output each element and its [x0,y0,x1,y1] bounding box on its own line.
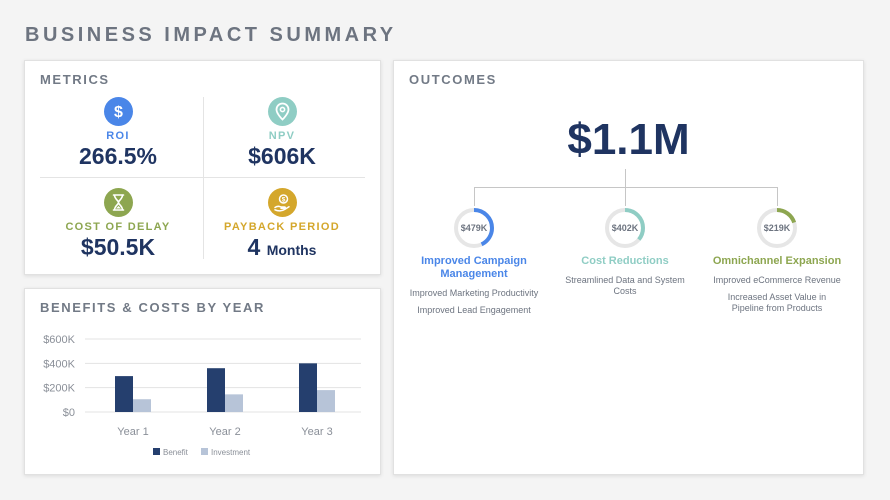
outcome-ring: $479K [452,206,496,250]
metrics-title: METRICS [40,72,110,87]
benefits-costs-title: BENEFITS & COSTS BY YEAR [40,300,266,315]
outcome-title: Omnichannel Expansion [712,255,842,267]
bar-investment [225,394,243,412]
outcome-ring: $402K [603,206,647,250]
outcome-campaign-management: $479K Improved Campaign Management Impro… [409,206,539,316]
metric-value: $606K [248,143,316,169]
metric-label: PAYBACK PERIOD [224,221,340,233]
legend-label: Benefit [163,448,189,457]
x-tick-label: Year 2 [209,426,240,438]
benefits-costs-card: BENEFITS & COSTS BY YEAR $0 $200K $400K $60… [24,288,381,475]
tree-drop-line [625,187,626,206]
payback-value: 4 [247,234,261,260]
tree-trunk-line [625,169,626,187]
metric-label: NPV [268,130,296,142]
bar-investment [317,390,335,412]
outcome-detail: Streamlined Data and System Costs [565,275,685,296]
hand-coin-icon: $ [267,188,297,217]
metrics-card: METRICS $ ROI 266.5% NPV $606K COST OF D… [24,60,381,275]
outcomes-title: OUTCOMES [409,72,497,87]
tree-drop-line [777,187,778,206]
outcome-ring: $219K [755,206,799,250]
metric-value: $50.5K [80,234,156,260]
payback-unit: Months [266,242,317,258]
y-tick-label: $600K [43,334,75,346]
dollar-icon: $ [103,97,133,126]
svg-text:$: $ [281,197,285,204]
outcome-value: $219K [763,223,791,233]
outcomes-total: $1.1M [567,115,690,164]
metrics-vertical-divider [203,97,204,259]
y-tick-label: $400K [43,358,75,370]
tree-drop-line [474,187,475,206]
hourglass-icon [103,188,133,217]
legend-swatch [153,448,160,455]
outcome-detail: Increased Asset Value in Pipeline from P… [727,292,827,313]
y-tick-label: $0 [63,407,75,419]
bar-benefit [299,363,317,412]
bar-benefit [207,368,225,412]
y-tick-label: $200K [43,383,75,395]
outcome-value: $479K [460,223,488,233]
outcome-value: $402K [611,223,639,233]
metric-roi: $ ROI 266.5% [33,97,203,170]
x-tick-label: Year 3 [301,426,332,438]
benefits-costs-chart: $0 $200K $400K $600K Year 1 Year 2 Year 3 Benef… [43,334,361,457]
metric-npv: NPV $606K [197,97,367,170]
outcome-omnichannel-expansion: $219K Omnichannel Expansion Improved eCo… [712,206,842,314]
bar-benefit [115,376,133,412]
metric-label: ROI [106,130,130,142]
outcome-cost-reductions: $402K Cost Reductions Streamlined Data a… [560,206,690,297]
outcome-detail: Improved eCommerce Revenue [713,275,841,285]
metric-label: COST OF DELAY [65,221,171,233]
location-pin-icon [267,97,297,126]
x-tick-label: Year 1 [117,426,148,438]
metric-cost-of-delay: COST OF DELAY $50.5K [33,188,203,261]
legend-swatch [201,448,208,455]
outcome-title: Improved Campaign Management [421,255,527,280]
metric-value: 266.5% [78,143,157,169]
page-title: BUSINESS IMPACT SUMMARY [25,24,397,46]
outcome-title: Cost Reductions [581,255,669,267]
metric-value: 4 Months [197,234,367,261]
metrics-horizontal-divider [40,177,365,178]
bar-investment [133,399,151,412]
outcome-detail: Improved Lead Engagement [417,305,531,315]
outcomes-card: OUTCOMES $1.1M $479K Improved Campaign M… [393,60,864,475]
metric-payback-period: $ PAYBACK PERIOD 4 Months [197,188,367,261]
outcome-detail: Improved Marketing Productivity [409,288,539,298]
legend-label: Investment [211,448,251,457]
svg-text:$: $ [114,104,123,121]
